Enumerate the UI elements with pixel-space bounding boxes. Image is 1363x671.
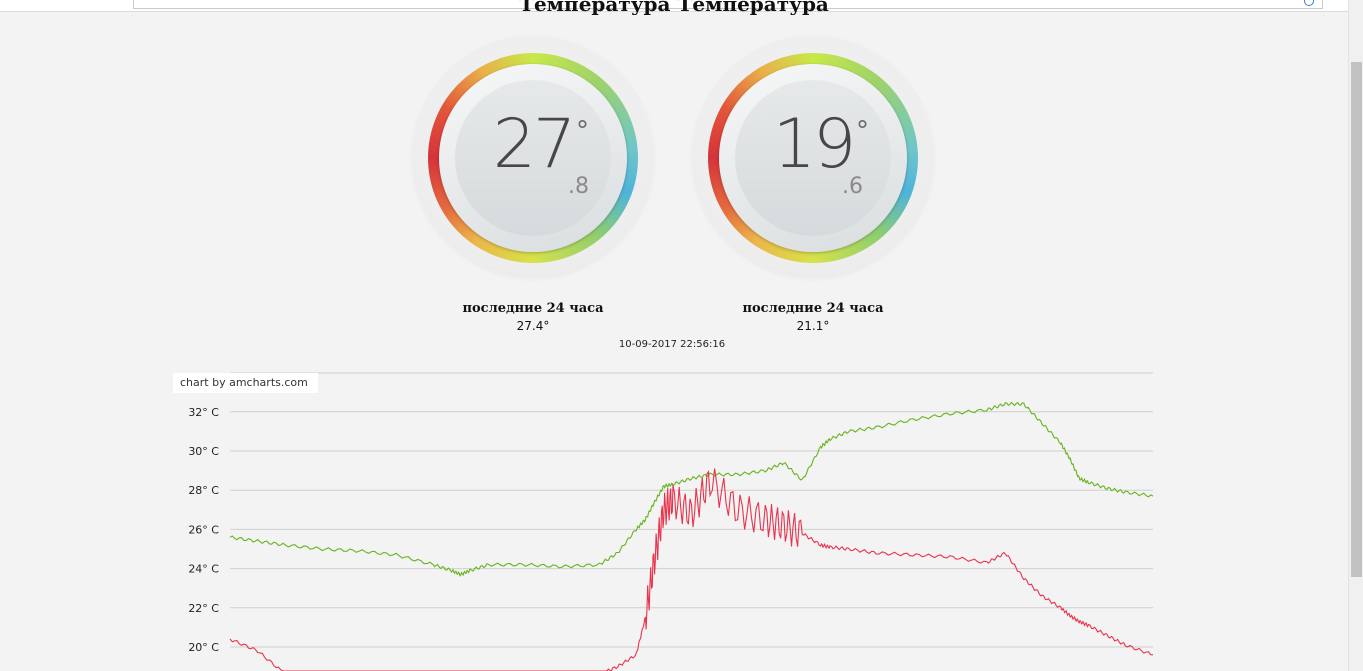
last-24h-label: последние 24 часа xyxy=(462,301,604,316)
address-bar[interactable] xyxy=(133,0,1323,9)
gauge-degree-symbol: ° xyxy=(576,116,589,146)
page-heading: Температура Температура xyxy=(519,0,829,15)
gauge-face xyxy=(735,80,891,236)
update-timestamp: 10-09-2017 22:56:16 xyxy=(618,339,726,350)
last-24h-stats-2: последние 24 часа 21.1° xyxy=(713,300,913,335)
y-tick-label: 26° C xyxy=(188,523,219,536)
chart-credit-link[interactable]: chart by amcharts.com xyxy=(173,373,318,393)
temperature-gauge-2: 19 ° .6 xyxy=(693,38,933,278)
refresh-icon[interactable] xyxy=(1304,0,1314,6)
y-tick-label: 24° C xyxy=(188,563,219,576)
y-tick-label: 28° C xyxy=(188,484,219,497)
y-tick-label: 30° C xyxy=(188,445,219,458)
gauge-decimal-value: .8 xyxy=(568,174,589,199)
gauge-integer-value: 27 xyxy=(492,105,577,184)
last-24h-value: 21.1° xyxy=(796,319,830,333)
temperature-gauge-1: 27 ° .8 xyxy=(413,38,653,278)
gauge-decimal-value: .6 xyxy=(842,174,863,199)
gauge-integer-value: 19 xyxy=(772,105,857,184)
last-24h-stats-1: последние 24 часа 27.4° xyxy=(433,300,633,335)
browser-address-bar-strip xyxy=(0,0,1348,12)
y-tick-label: 22° C xyxy=(188,602,219,615)
last-24h-label: последние 24 часа xyxy=(742,301,884,316)
gauge-degree-symbol: ° xyxy=(856,116,869,146)
series-line-outdoor xyxy=(229,401,1154,577)
y-tick-label: 20° C xyxy=(188,641,219,654)
series-line-indoor xyxy=(229,468,1154,671)
last-24h-value: 27.4° xyxy=(516,319,550,333)
gauge-face xyxy=(455,80,611,236)
vertical-scrollbar[interactable] xyxy=(1348,0,1363,671)
y-tick-label: 32° C xyxy=(188,406,219,419)
scrollbar-thumb[interactable] xyxy=(1351,62,1362,577)
